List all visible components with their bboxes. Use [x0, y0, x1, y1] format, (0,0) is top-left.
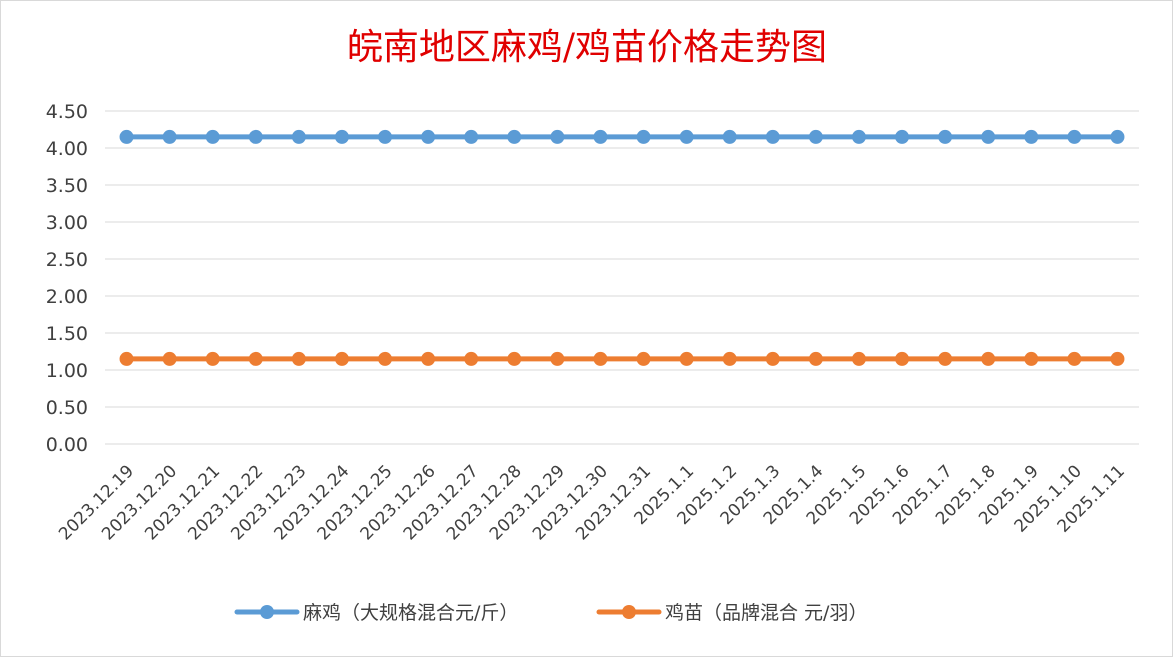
- data-point: [808, 129, 823, 144]
- y-tick-label: 1.50: [46, 323, 88, 345]
- data-point: [1110, 129, 1125, 144]
- data-point: [119, 351, 134, 366]
- data-point: [981, 129, 996, 144]
- data-point: [808, 351, 823, 366]
- x-axis-ticks: 2023.12.192023.12.202023.12.212023.12.22…: [55, 461, 1129, 544]
- data-point: [162, 129, 177, 144]
- data-point: [378, 129, 393, 144]
- y-axis-ticks: 0.00 0.50 1.00 1.50 2.00 2.50 3.00 3.50 4.00 4.50: [46, 101, 88, 456]
- data-point: [1067, 351, 1082, 366]
- data-point: [1024, 351, 1039, 366]
- legend-marker-chick: [622, 605, 636, 619]
- y-tick-label: 2.00: [46, 286, 88, 308]
- data-point: [334, 129, 349, 144]
- data-point: [291, 129, 306, 144]
- chart-title: 皖南地区麻鸡/鸡苗价格走势图: [347, 27, 827, 68]
- data-point: [593, 129, 608, 144]
- data-point: [1067, 129, 1082, 144]
- data-point: [248, 351, 263, 366]
- data-point: [421, 351, 436, 366]
- data-point: [938, 351, 953, 366]
- data-point: [464, 351, 479, 366]
- data-point: [851, 351, 866, 366]
- data-point: [291, 351, 306, 366]
- data-point: [679, 129, 694, 144]
- y-tick-label: 0.50: [46, 397, 88, 419]
- data-point: [378, 351, 393, 366]
- gridlines: [105, 110, 1139, 445]
- data-point: [636, 351, 651, 366]
- data-point: [722, 129, 737, 144]
- data-point: [205, 351, 220, 366]
- data-point: [421, 129, 436, 144]
- data-point: [550, 129, 565, 144]
- data-point: [1024, 129, 1039, 144]
- series-1: [119, 351, 1125, 366]
- data-point: [981, 351, 996, 366]
- data-point: [851, 129, 866, 144]
- series-0: [119, 129, 1125, 144]
- data-point: [765, 351, 780, 366]
- legend-label-chick: 鸡苗（品牌混合 元/羽）: [665, 602, 867, 624]
- data-point: [895, 129, 910, 144]
- data-point: [334, 351, 349, 366]
- data-point: [162, 351, 177, 366]
- data-point: [507, 129, 522, 144]
- data-point: [248, 129, 263, 144]
- legend: 麻鸡（大规格混合元/斤） 鸡苗（品牌混合 元/羽）: [234, 602, 867, 624]
- data-point: [1110, 351, 1125, 366]
- data-point: [464, 129, 479, 144]
- data-point: [765, 129, 780, 144]
- data-point: [205, 129, 220, 144]
- legend-marker-machicken: [260, 605, 274, 619]
- y-tick-label: 4.00: [46, 138, 88, 160]
- y-tick-label: 0.00: [46, 434, 88, 456]
- y-tick-label: 3.50: [46, 175, 88, 197]
- data-point: [679, 351, 694, 366]
- data-point: [636, 129, 651, 144]
- data-point: [938, 129, 953, 144]
- data-point: [593, 351, 608, 366]
- y-tick-label: 3.00: [46, 212, 88, 234]
- data-point: [722, 351, 737, 366]
- legend-label-machicken: 麻鸡（大规格混合元/斤）: [303, 602, 518, 624]
- data-point: [119, 129, 134, 144]
- y-tick-label: 4.50: [46, 101, 88, 123]
- data-point: [550, 351, 565, 366]
- series-layer: [119, 129, 1125, 366]
- data-point: [507, 351, 522, 366]
- data-point: [895, 351, 910, 366]
- y-tick-label: 1.00: [46, 360, 88, 382]
- y-tick-label: 2.50: [46, 249, 88, 271]
